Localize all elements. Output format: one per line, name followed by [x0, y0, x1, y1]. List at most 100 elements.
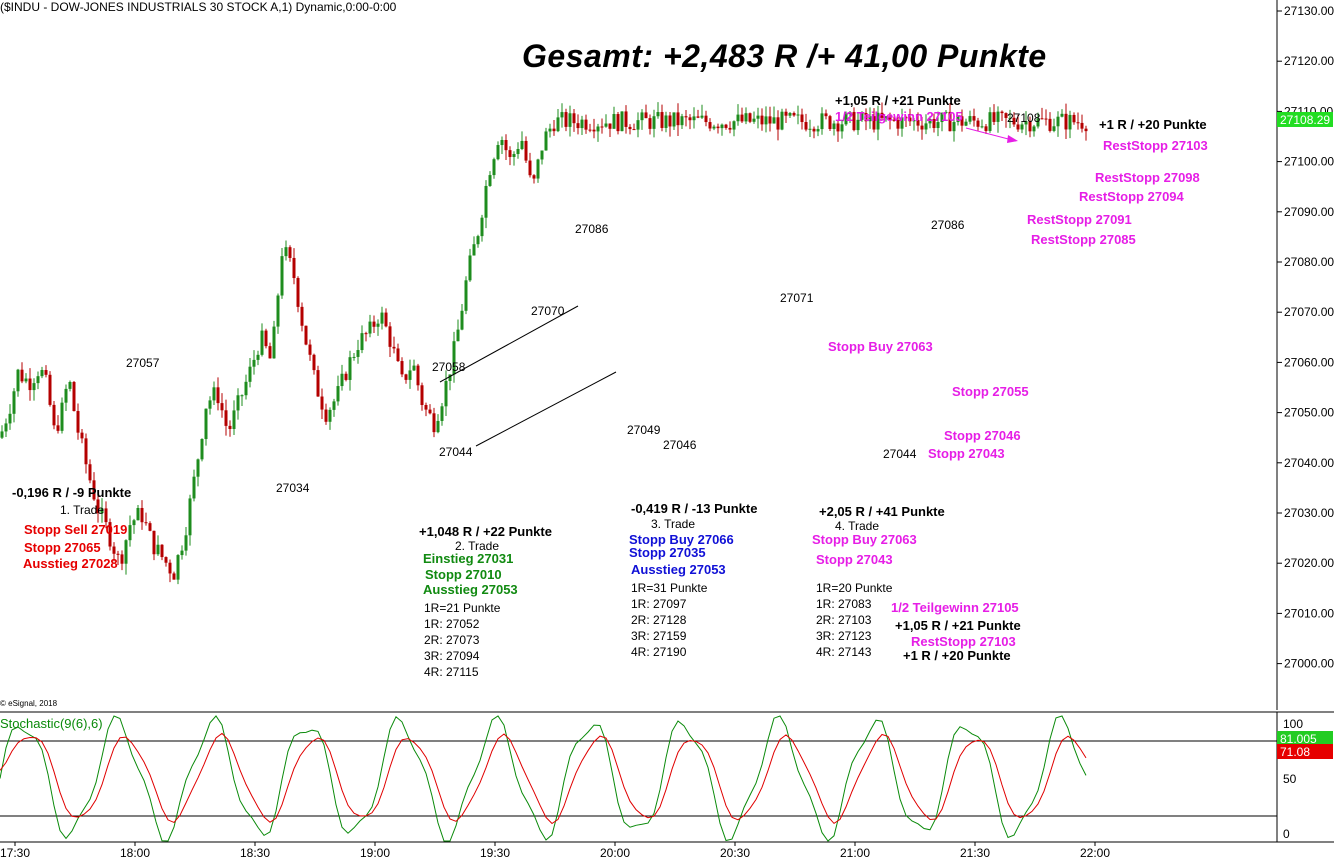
candle-layer [0, 102, 1088, 585]
trough-label: 27044 [439, 445, 473, 459]
candle-body [292, 257, 296, 279]
candle-body [544, 131, 548, 151]
candle-body [552, 128, 556, 132]
candle-body [992, 112, 996, 122]
trade1-name: 1. Trade [60, 503, 105, 517]
candle-body [364, 333, 368, 335]
candle-body [740, 114, 744, 122]
candle-body [448, 374, 452, 381]
candle-body [600, 126, 604, 128]
candle-body [1072, 114, 1076, 123]
candle-body [288, 247, 292, 258]
candle-body [756, 115, 760, 119]
candle-body [804, 122, 808, 130]
candle-body [1052, 126, 1056, 131]
candle-body [672, 112, 676, 127]
candle-body [472, 244, 476, 256]
candle-body [280, 256, 284, 296]
candle-body [208, 400, 212, 409]
stoch-tick-labels: 100 50 0 [1283, 717, 1303, 841]
candle-body [88, 464, 92, 481]
candle-body [24, 378, 28, 382]
trade3-target: 1R=31 Punkte [631, 581, 708, 595]
last-price-tag-bg [1277, 111, 1333, 127]
note-stopp-27046: Stopp 27046 [944, 428, 1021, 443]
candle-body [1032, 126, 1036, 132]
candle-body [500, 140, 504, 146]
candle-body [496, 145, 500, 160]
trade3-name: 3. Trade [651, 517, 696, 531]
time-tick-label: 18:30 [240, 846, 270, 860]
candle-body [44, 370, 48, 375]
candle-body [680, 116, 684, 126]
note-reststopp: RestStopp 27091 [1027, 212, 1132, 227]
trade4-rest-result: +1 R / +20 Punkte [903, 648, 1011, 663]
candle-body [908, 117, 912, 122]
candle-body [920, 125, 924, 130]
candle-body [456, 329, 460, 342]
price-channel [439, 305, 617, 447]
candle-body [824, 113, 828, 117]
candle-body [852, 111, 856, 131]
candle-body [492, 159, 496, 176]
price-tick-label: 27100.00 [1284, 155, 1334, 169]
candle-body [212, 387, 216, 401]
stochastic-label: Stochastic(9(6),6) [0, 716, 103, 731]
candle-body [704, 115, 708, 123]
candle-body [956, 116, 960, 123]
time-tick-labels: 17:30 18:00 18:30 19:00 19:30 20:00 20:30 21:00… [0, 842, 1110, 860]
candle-body [744, 113, 748, 122]
candle-body [812, 128, 816, 132]
candle-body [780, 111, 784, 130]
teilgewinn-arrow [965, 127, 1018, 143]
candle-body [624, 111, 628, 127]
candle-body [768, 116, 772, 124]
candle-body [368, 321, 372, 334]
candle-body [28, 378, 32, 391]
trade1-result: -0,196 R / -9 Punkte [12, 485, 132, 500]
stoch-k-tag: 81.005 [1280, 732, 1317, 746]
note-stopp-27055: Stopp 27055 [952, 384, 1029, 399]
candle-body [752, 118, 756, 122]
candle-body [412, 365, 416, 371]
candle-body [916, 120, 920, 126]
candle-body [400, 361, 404, 375]
candle-body [160, 544, 164, 558]
candle-body [980, 126, 984, 128]
candle-body [272, 326, 276, 359]
candle-body [660, 112, 664, 128]
time-tick-label: 18:00 [120, 846, 150, 860]
candle-body [736, 114, 740, 122]
candle-body [892, 119, 896, 121]
price-tick-label: 27080.00 [1284, 255, 1334, 269]
stoch-k-line [0, 715, 1087, 842]
candle-body [140, 507, 144, 523]
peak-label: 27058 [432, 360, 466, 374]
candle-body [928, 118, 932, 124]
candle-body [936, 122, 940, 129]
trade4-target: 2R: 27103 [816, 613, 872, 627]
price-tick-label: 27120.00 [1284, 54, 1334, 68]
trade4-target: 3R: 27123 [816, 629, 872, 643]
trade4-result: +2,05 R / +41 Punkte [819, 504, 945, 519]
candle-body [728, 127, 732, 130]
candle-body [300, 306, 304, 326]
candle-body [1080, 122, 1084, 129]
candle-body [484, 185, 488, 218]
candle-body [92, 480, 96, 500]
candle-body [1056, 116, 1060, 127]
trade3-target: 3R: 27159 [631, 629, 687, 643]
candle-body [944, 111, 948, 113]
candle-body [460, 310, 464, 330]
price-tick-label: 27050.00 [1284, 406, 1334, 420]
candle-body [200, 439, 204, 460]
candle-body [20, 369, 24, 382]
candle-body [904, 117, 908, 119]
candle-body [784, 111, 788, 116]
candle-body [524, 140, 528, 161]
candle-body [176, 555, 180, 580]
note-reststopp: RestStopp 27094 [1079, 189, 1184, 204]
candle-body [1040, 118, 1044, 120]
candle-body [396, 348, 400, 362]
